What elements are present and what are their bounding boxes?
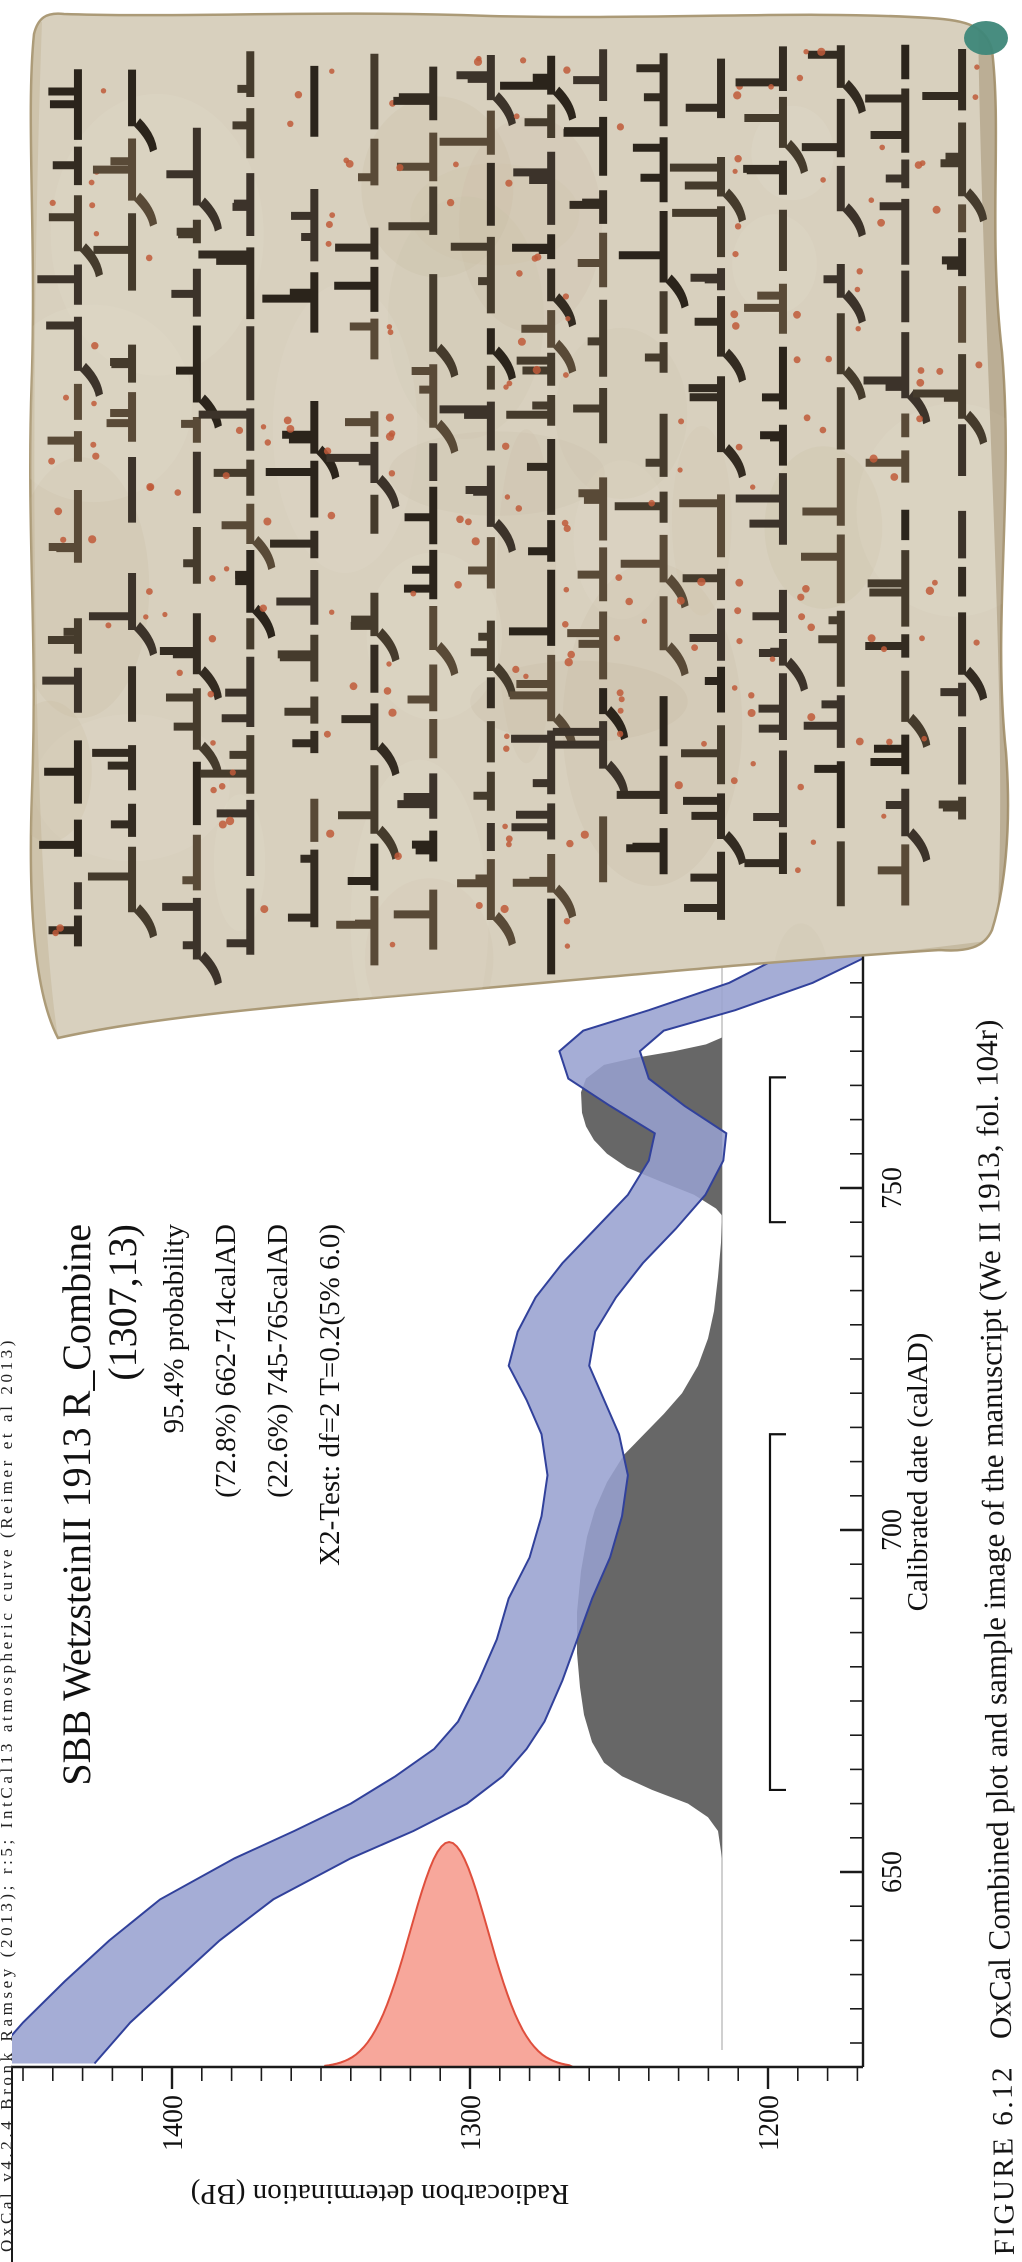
y-tick-label-1300: 1300 xyxy=(456,2095,487,2151)
chart-title: SBB WetzsteinII 1913 R_Combine (1307,13) xyxy=(54,1224,145,1786)
range-line-1: (72.8%) 662-714calAD xyxy=(210,1224,242,1498)
x-axis-title: Calibrated date (calAD) xyxy=(902,1332,934,1612)
x-tick-label-700: 700 xyxy=(877,1509,908,1551)
probability-range-bracket-1 xyxy=(768,1433,786,1792)
calibration-curve-band xyxy=(12,914,863,2064)
radiocarbon-determination-distribution xyxy=(324,1840,574,2068)
parchment-leaf xyxy=(29,12,1010,1040)
y-tick-label-1200: 1200 xyxy=(754,2095,785,2151)
calibration-band-upper-edge xyxy=(12,913,829,2065)
y-axis-title: Radiocarbon determination (BP) xyxy=(190,2178,570,2210)
x-tick-label-650: 650 xyxy=(877,1851,908,1893)
calibration-band-lower-edge xyxy=(93,913,863,2065)
oxcal-version-note: OxCal v4.2.4 Bronk Ramsey (2013); r:5; I… xyxy=(0,1336,16,2252)
y-tick-label-1400: 1400 xyxy=(158,2095,189,2151)
chart-title-block: SBB WetzsteinII 1913 R_Combine (1307,13)… xyxy=(54,1224,356,1874)
corner-mark xyxy=(964,21,1008,55)
range-line-2: (22.6%) 745-765calAD xyxy=(262,1224,294,1498)
x-tick-label-750: 750 xyxy=(877,1167,908,1209)
figure-label: FIGURE 6.12 xyxy=(986,2064,1022,2256)
kufic-script-lines xyxy=(37,44,988,986)
chi2-test-line: X2-Test: df=2 T=0.2(5% 6.0) xyxy=(314,1224,346,1566)
probability-range-bracket-2 xyxy=(768,1076,786,1224)
manuscript-photo xyxy=(20,0,1022,1052)
posterior-distribution-lobe-1 xyxy=(577,1222,722,1859)
oxcal-chart: 650 700 750 1400 1300 1200 xyxy=(11,912,908,2262)
probability-heading: 95.4% probability xyxy=(158,1224,190,1434)
